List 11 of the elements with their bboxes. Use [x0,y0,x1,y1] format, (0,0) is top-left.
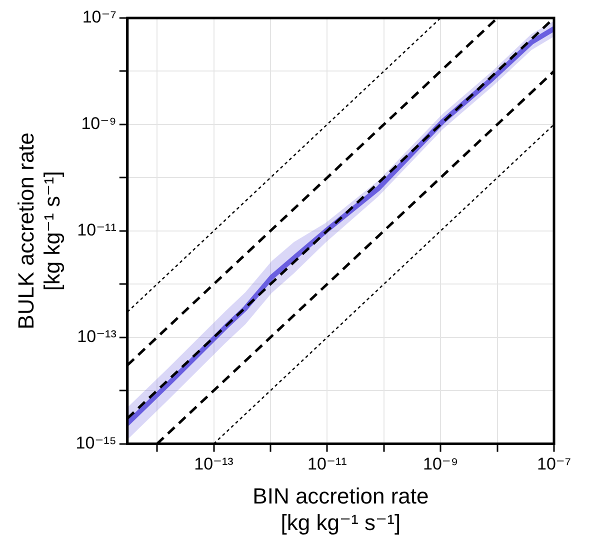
y-tick-label: 10⁻¹⁵ [76,433,116,452]
y-tick-label: 10⁻⁹ [81,114,116,134]
x-tick-label: 10⁻⁷ [536,454,572,474]
y-tick-label: 10⁻⁷ [82,8,116,27]
x-tick-label: 10⁻¹³ [194,454,234,474]
y-tick-label: 10⁻¹³ [77,327,117,346]
x-tick-label: 10⁻¹¹ [308,454,348,474]
x-axis-title: BIN accretion rate [kg kg⁻¹ s⁻¹] [252,483,429,535]
y-tick-label: 10⁻¹¹ [77,220,117,240]
x-tick-label: 10⁻⁹ [423,454,458,474]
y-axis-title: BULK accretion rate [kg kg⁻¹ s⁻¹] [13,132,65,330]
